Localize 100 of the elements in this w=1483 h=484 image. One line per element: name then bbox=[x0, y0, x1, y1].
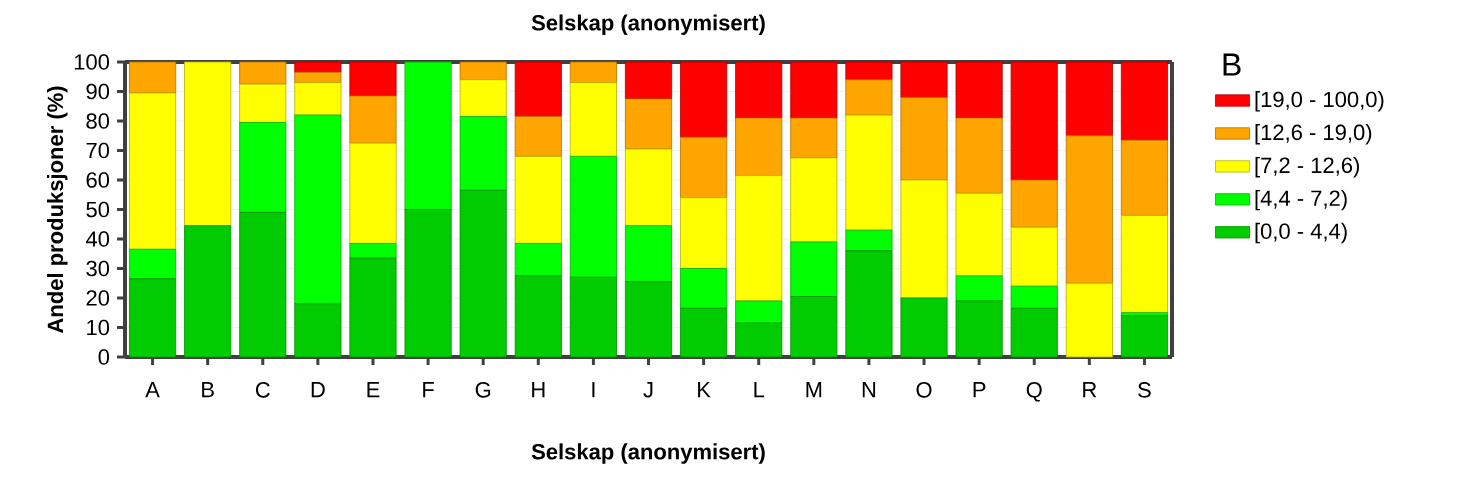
bar bbox=[1010, 61, 1058, 181]
chart-title: Selskap (anonymisert) bbox=[531, 14, 765, 35]
bar bbox=[129, 278, 177, 358]
bar bbox=[624, 148, 673, 227]
bar bbox=[349, 243, 397, 259]
bar bbox=[790, 296, 838, 358]
bar bbox=[680, 268, 728, 309]
x-tick-label: P bbox=[973, 382, 986, 398]
x-tick-label: C bbox=[255, 382, 270, 398]
bar bbox=[514, 243, 562, 277]
bar bbox=[624, 98, 673, 150]
bar bbox=[459, 61, 507, 81]
bar bbox=[514, 116, 562, 157]
x-tick-label: N bbox=[862, 382, 876, 398]
x-tick-label: E bbox=[367, 382, 380, 398]
y-tick-label: 70 bbox=[86, 142, 110, 159]
x-tick-label: H bbox=[532, 382, 545, 398]
legend-label: [4,4 - 7,2) bbox=[1255, 189, 1347, 211]
bar bbox=[1010, 307, 1058, 358]
y-tick-label: 100 bbox=[74, 54, 110, 70]
bar bbox=[845, 79, 893, 116]
bar bbox=[900, 179, 948, 299]
bar bbox=[239, 212, 287, 358]
legend-title: B bbox=[1223, 53, 1241, 76]
bar bbox=[569, 61, 617, 84]
bar bbox=[239, 83, 287, 123]
y-tick-label: 20 bbox=[86, 290, 110, 306]
x-tick-label: M bbox=[806, 382, 822, 398]
bar bbox=[349, 61, 397, 97]
x-tick-label: L bbox=[754, 382, 765, 398]
bar bbox=[1120, 61, 1168, 141]
bar bbox=[514, 156, 562, 244]
bar bbox=[735, 61, 783, 119]
bar bbox=[845, 229, 893, 252]
x-tick-label: R bbox=[1083, 382, 1097, 398]
bar bbox=[624, 225, 673, 283]
bar bbox=[790, 157, 838, 243]
y-tick-label: 30 bbox=[86, 260, 110, 277]
bar bbox=[184, 61, 232, 227]
x-tick-label: Q bbox=[1026, 382, 1042, 402]
bar bbox=[294, 82, 342, 116]
bar bbox=[735, 175, 783, 302]
y-tick-label: 0 bbox=[98, 349, 110, 365]
bar bbox=[514, 61, 562, 117]
y-tick-label: 50 bbox=[86, 201, 110, 218]
x-tick-label: B bbox=[202, 382, 214, 398]
bar bbox=[624, 281, 673, 358]
bar bbox=[1065, 135, 1113, 284]
bar bbox=[129, 248, 177, 280]
bar bbox=[294, 114, 342, 305]
x-tick-label: A bbox=[145, 382, 160, 398]
x-tick-label: F bbox=[423, 382, 434, 398]
bar bbox=[735, 117, 783, 176]
bar bbox=[790, 241, 838, 297]
bar bbox=[735, 300, 783, 324]
x-tick-label: I bbox=[592, 382, 595, 398]
x-tick-label: S bbox=[1138, 382, 1151, 398]
bar bbox=[349, 95, 397, 144]
bar bbox=[404, 209, 452, 358]
x-tick-label: G bbox=[475, 382, 491, 398]
bar bbox=[845, 250, 893, 358]
y-tick-label: 60 bbox=[86, 172, 110, 188]
bar bbox=[955, 275, 1003, 302]
x-tick-label: J bbox=[643, 382, 653, 398]
bar bbox=[459, 116, 507, 191]
legend-label: [12,6 - 19,0) bbox=[1255, 124, 1372, 145]
bar bbox=[1065, 282, 1113, 358]
bar bbox=[680, 307, 728, 358]
y-tick-label: 40 bbox=[85, 231, 110, 247]
bar bbox=[294, 61, 342, 73]
bar bbox=[1010, 226, 1058, 287]
x-tick-label: D bbox=[311, 382, 325, 398]
bar bbox=[1120, 315, 1168, 358]
x-axis-title: Selskap (anonymisert) bbox=[531, 443, 765, 464]
y-tick-label: 10 bbox=[87, 319, 110, 336]
bar bbox=[294, 303, 342, 358]
bar bbox=[569, 156, 617, 278]
bar bbox=[1120, 139, 1168, 216]
y-axis-title: Andel produksjoner (%) bbox=[47, 86, 68, 334]
bar bbox=[955, 61, 1003, 119]
bar bbox=[569, 82, 617, 157]
bar bbox=[404, 61, 452, 210]
bar bbox=[1065, 61, 1113, 137]
bar bbox=[955, 117, 1003, 194]
bar bbox=[790, 61, 838, 119]
bar bbox=[569, 276, 617, 358]
bar bbox=[514, 275, 562, 358]
x-tick-label: K bbox=[698, 382, 711, 398]
bar bbox=[459, 79, 507, 117]
bar bbox=[900, 297, 948, 358]
bar bbox=[680, 61, 728, 138]
bar bbox=[680, 197, 728, 269]
bar bbox=[790, 117, 838, 159]
bar bbox=[735, 322, 783, 358]
bar bbox=[900, 61, 948, 98]
bar bbox=[900, 97, 948, 181]
bar bbox=[955, 192, 1003, 277]
bar bbox=[349, 257, 397, 358]
bar bbox=[129, 61, 177, 94]
bar bbox=[294, 71, 342, 84]
